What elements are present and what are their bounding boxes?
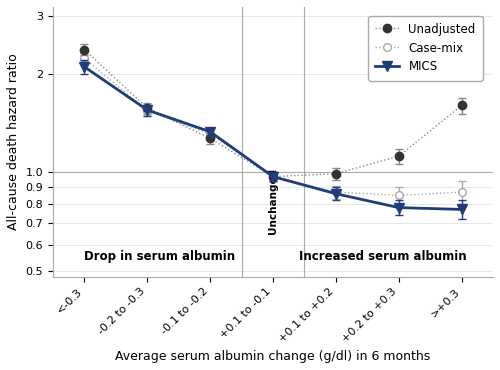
Text: Increased serum albumin: Increased serum albumin — [299, 249, 467, 263]
Text: Drop in serum albumin: Drop in serum albumin — [84, 249, 235, 263]
Y-axis label: All-cause death hazard ratio: All-cause death hazard ratio — [7, 53, 20, 230]
X-axis label: Average serum albumin change (g/dl) in 6 months: Average serum albumin change (g/dl) in 6… — [116, 350, 430, 363]
Legend: Unadjusted, Case-mix, MICS: Unadjusted, Case-mix, MICS — [368, 16, 483, 81]
Text: Unchanged: Unchanged — [268, 167, 278, 233]
